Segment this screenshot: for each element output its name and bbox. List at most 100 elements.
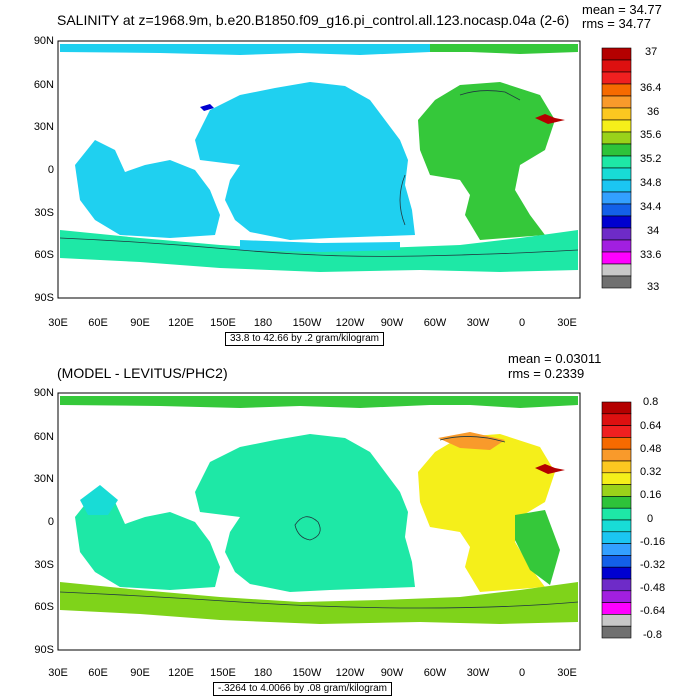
arctic-atlantic-strip [430, 44, 578, 54]
colorbar-label: 33 [647, 281, 660, 293]
colorbar-swatch [601, 496, 632, 509]
atlantic-ocean [418, 82, 555, 240]
lon-label: 0 [518, 317, 526, 329]
colorbar-label: -0.64 [640, 605, 666, 617]
colorbar-swatch [601, 425, 632, 438]
colorbar-label: -0.8 [643, 629, 662, 641]
colorbar-swatch [601, 155, 632, 169]
rms-stat: rms = 0.2339 [508, 366, 585, 381]
colorbar-label: 0.8 [643, 396, 659, 408]
colorbar-label: -0.32 [640, 559, 666, 571]
lon-label: 150W [292, 317, 322, 329]
contour-line [59, 237, 579, 257]
mean-stat: mean = 34.77 [582, 2, 662, 17]
colorbar-swatch [601, 107, 632, 121]
colorbar-label: -0.16 [640, 536, 666, 548]
colorbar-swatch [601, 167, 632, 181]
colorbar-swatch [601, 119, 632, 133]
southern-ocean [60, 582, 578, 624]
colorbar-label: 35.6 [640, 129, 662, 141]
lat-label: 90S [34, 292, 54, 304]
atlantic-north-orange [438, 432, 505, 450]
lat-label: 0 [47, 164, 54, 176]
lon-label: 30E [557, 667, 577, 679]
colorbar-swatch [601, 460, 632, 474]
rms-stat: rms = 34.77 [582, 16, 652, 31]
indian-ocean-cyan [80, 485, 118, 515]
lat-label: 60S [34, 601, 54, 613]
colorbar-swatch [601, 472, 632, 485]
arctic-ocean-strip [60, 396, 430, 408]
lon-label: 30W [466, 317, 490, 329]
lon-label: 60W [423, 667, 447, 679]
lat-label: 90N [33, 387, 54, 399]
lat-label: 30S [34, 559, 54, 571]
contour-line [59, 591, 579, 609]
colorbar-label: 0.64 [640, 420, 662, 432]
salinity-colorbar [601, 47, 632, 289]
colorbar-swatch [601, 602, 632, 615]
colorbar-swatch [601, 531, 632, 544]
lon-label: 150E [210, 317, 236, 329]
colorbar-label: 36.4 [640, 82, 662, 94]
lon-label: 60E [88, 667, 108, 679]
colorbar-swatch [601, 614, 632, 627]
lat-label: 90N [33, 35, 54, 47]
lon-label: 90E [130, 667, 150, 679]
mediterranean-sea [535, 114, 565, 124]
indian-ocean [75, 492, 220, 590]
contour-range-note: 33.8 to 42.66 by .2 gram/kilogram [225, 332, 384, 346]
colorbar-label: 0 [647, 513, 654, 525]
contour-range-note: -.3264 to 4.0066 by .08 gram/kilogram [213, 682, 392, 696]
lat-label: 0 [47, 516, 54, 528]
colorbar-swatch [601, 143, 632, 157]
colorbar-swatch [601, 131, 632, 145]
lon-label: 120E [168, 667, 194, 679]
lon-label: 60E [88, 317, 108, 329]
colorbar-label: -0.48 [640, 582, 666, 594]
lat-label: 90S [34, 644, 54, 656]
contour-line [459, 90, 521, 101]
colorbar-swatch [601, 625, 632, 639]
colorbar-swatch [601, 543, 632, 556]
colorbar-swatch [601, 95, 632, 109]
lon-label: 90E [130, 317, 150, 329]
colorbar-swatch [601, 555, 632, 568]
lon-label: 0 [518, 667, 526, 679]
mediterranean-sea [535, 464, 565, 474]
colorbar-swatch [601, 578, 632, 592]
colorbar-swatch [601, 203, 632, 217]
lon-label: 90W [380, 317, 404, 329]
southern-ocean-inner [240, 240, 400, 252]
colorbar-swatch [601, 484, 632, 497]
lon-label: 120W [335, 317, 365, 329]
lon-label: 180 [253, 667, 273, 679]
lon-label: 90W [380, 667, 404, 679]
lon-label: 120E [168, 317, 194, 329]
lat-label: 30N [33, 121, 54, 133]
pacific-ocean [195, 82, 415, 240]
difference-map-svg [57, 392, 581, 651]
colorbar-swatch [601, 507, 632, 521]
lat-label: 30S [34, 207, 54, 219]
lon-label: 60W [423, 317, 447, 329]
arctic-atlantic-strip [430, 396, 578, 408]
atlantic-ocean [418, 434, 555, 592]
colorbar-swatch [601, 590, 632, 603]
colorbar-swatch [601, 191, 632, 205]
lon-label: 30E [48, 667, 68, 679]
lon-label: 150E [210, 667, 236, 679]
colorbar-label: 34 [647, 225, 660, 237]
lon-label: 120W [335, 667, 365, 679]
mean-stat: mean = 0.03011 [508, 351, 602, 366]
lon-label: 150W [292, 667, 322, 679]
map-frame [57, 40, 581, 299]
colorbar-label: 34.4 [640, 201, 662, 213]
lat-label: 60N [33, 79, 54, 91]
colorbar-swatch [601, 401, 632, 415]
colorbar-swatch [601, 251, 632, 265]
colorbar-swatch [601, 59, 632, 73]
salinity-map-panel: SALINITY at z=1968.9m, b.e20.B1850.f09_g… [33, 2, 662, 346]
map-frame [57, 392, 581, 651]
colorbar-swatch [601, 519, 632, 533]
